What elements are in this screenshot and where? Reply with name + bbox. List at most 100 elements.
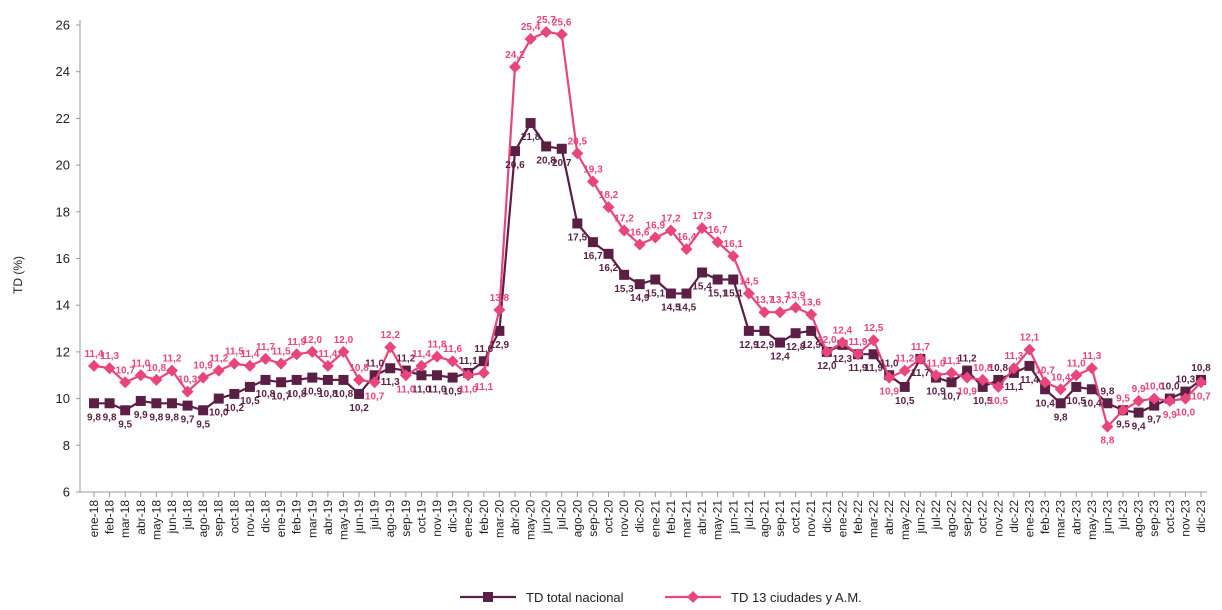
data-label: 9,9 bbox=[1132, 384, 1146, 395]
data-label: 9,9 bbox=[1163, 410, 1177, 421]
data-label: 9,5 bbox=[118, 419, 132, 430]
data-label: 25,7 bbox=[536, 15, 556, 26]
point-marker bbox=[1055, 398, 1066, 409]
point-marker bbox=[914, 352, 927, 365]
data-label: 11,7 bbox=[256, 342, 275, 353]
x-tick-label: ene-18 bbox=[87, 500, 101, 538]
data-label: 9,7 bbox=[181, 415, 195, 426]
y-tick-label: 22 bbox=[56, 111, 70, 126]
point-marker bbox=[883, 371, 896, 384]
data-label: 12,0 bbox=[817, 335, 837, 346]
point-marker bbox=[259, 352, 272, 365]
x-tick-label: mar-23 bbox=[1054, 500, 1068, 538]
x-tick-label: oct-19 bbox=[414, 500, 428, 534]
data-label: 11,5 bbox=[272, 347, 291, 358]
point-marker bbox=[697, 267, 708, 278]
point-marker bbox=[649, 231, 662, 244]
point-marker bbox=[321, 359, 334, 372]
data-label: 25,6 bbox=[552, 17, 572, 28]
data-label: 9,8 bbox=[165, 412, 179, 423]
data-label: 12,3 bbox=[833, 354, 853, 365]
point-marker bbox=[213, 393, 224, 404]
data-label: 20,6 bbox=[505, 160, 525, 171]
data-label: 9,9 bbox=[134, 410, 148, 421]
point-marker bbox=[1085, 362, 1098, 375]
x-tick-label: jul-21 bbox=[742, 500, 756, 531]
point-marker bbox=[681, 288, 692, 299]
data-label: 12,9 bbox=[801, 340, 821, 351]
data-label: 10,8 bbox=[334, 389, 354, 400]
x-tick-label: jun-21 bbox=[726, 500, 740, 535]
data-label: 11,9 bbox=[849, 337, 868, 348]
point-marker bbox=[198, 405, 209, 416]
series-total-nacional bbox=[89, 118, 1206, 418]
point-marker bbox=[1071, 381, 1082, 392]
point-marker bbox=[337, 345, 350, 358]
y-tick-label: 16 bbox=[56, 251, 70, 266]
point-marker bbox=[322, 374, 333, 385]
x-tick-label: jul-23 bbox=[1116, 500, 1130, 531]
x-tick-label: may-23 bbox=[1085, 500, 1099, 540]
point-marker bbox=[976, 373, 989, 386]
data-label: 10,5 bbox=[895, 396, 915, 407]
data-label: 16,6 bbox=[630, 227, 650, 238]
data-label: 17,5 bbox=[568, 232, 588, 243]
point-marker bbox=[758, 306, 771, 319]
point-marker bbox=[1070, 369, 1083, 382]
point-marker bbox=[182, 400, 193, 411]
x-tick-label: ene-21 bbox=[648, 500, 662, 538]
x-tick-label: may-19 bbox=[336, 500, 350, 540]
data-label: 12,0 bbox=[817, 361, 837, 372]
data-label: 10,8 bbox=[147, 363, 167, 374]
data-label: 16,2 bbox=[599, 263, 619, 274]
data-label: 13,9 bbox=[786, 291, 806, 302]
x-tick-label: nov-21 bbox=[804, 500, 818, 537]
data-label: 17,3 bbox=[692, 211, 712, 222]
point-marker bbox=[306, 345, 319, 358]
point-marker bbox=[899, 381, 910, 392]
point-marker bbox=[993, 374, 1004, 385]
x-tick-label: mar-22 bbox=[867, 500, 881, 538]
point-marker bbox=[477, 366, 490, 379]
data-label: 9,8 bbox=[1100, 386, 1114, 397]
data-label: 10,0 bbox=[1160, 382, 1180, 393]
x-tick-label: abr-18 bbox=[134, 500, 148, 535]
point-marker bbox=[836, 336, 849, 349]
data-label: 11,0 bbox=[926, 358, 945, 369]
data-label: 10,8 bbox=[318, 389, 338, 400]
x-tick-label: jul-20 bbox=[555, 500, 569, 531]
data-label: 10,5 bbox=[1067, 396, 1087, 407]
data-label: 15,1 bbox=[646, 289, 666, 300]
data-label: 11,0 bbox=[459, 384, 478, 395]
point-marker bbox=[478, 356, 489, 367]
x-tick-label: oct-23 bbox=[1163, 500, 1177, 534]
data-label: 20,8 bbox=[536, 155, 556, 166]
data-label: 9,5 bbox=[196, 419, 210, 430]
data-label: 20,5 bbox=[568, 136, 588, 147]
x-tick-label: jul-22 bbox=[929, 500, 943, 531]
point-marker bbox=[680, 243, 693, 256]
point-marker bbox=[1054, 383, 1067, 396]
y-tick-label: 24 bbox=[56, 64, 70, 79]
data-label: 11,0 bbox=[131, 358, 150, 369]
point-marker bbox=[633, 238, 646, 251]
point-marker bbox=[1117, 404, 1130, 417]
data-label: 15,1 bbox=[724, 289, 744, 300]
point-marker bbox=[462, 369, 475, 382]
point-marker bbox=[509, 146, 520, 157]
data-label: 10,4 bbox=[1051, 372, 1071, 383]
x-tick-label: jun-20 bbox=[539, 500, 553, 535]
point-marker bbox=[868, 349, 879, 360]
point-marker bbox=[290, 348, 303, 361]
point-marker bbox=[1086, 384, 1097, 395]
data-label: 10,7 bbox=[1035, 365, 1055, 376]
point-marker bbox=[1023, 343, 1036, 356]
point-marker bbox=[416, 370, 427, 381]
x-tick-label: nov-20 bbox=[617, 500, 631, 537]
point-marker bbox=[962, 365, 973, 376]
x-tick-label: jun-19 bbox=[352, 500, 366, 535]
point-marker bbox=[524, 33, 537, 46]
data-label: 9,8 bbox=[1054, 412, 1068, 423]
data-label: 8,8 bbox=[1100, 436, 1114, 447]
y-tick-label: 20 bbox=[56, 158, 70, 173]
